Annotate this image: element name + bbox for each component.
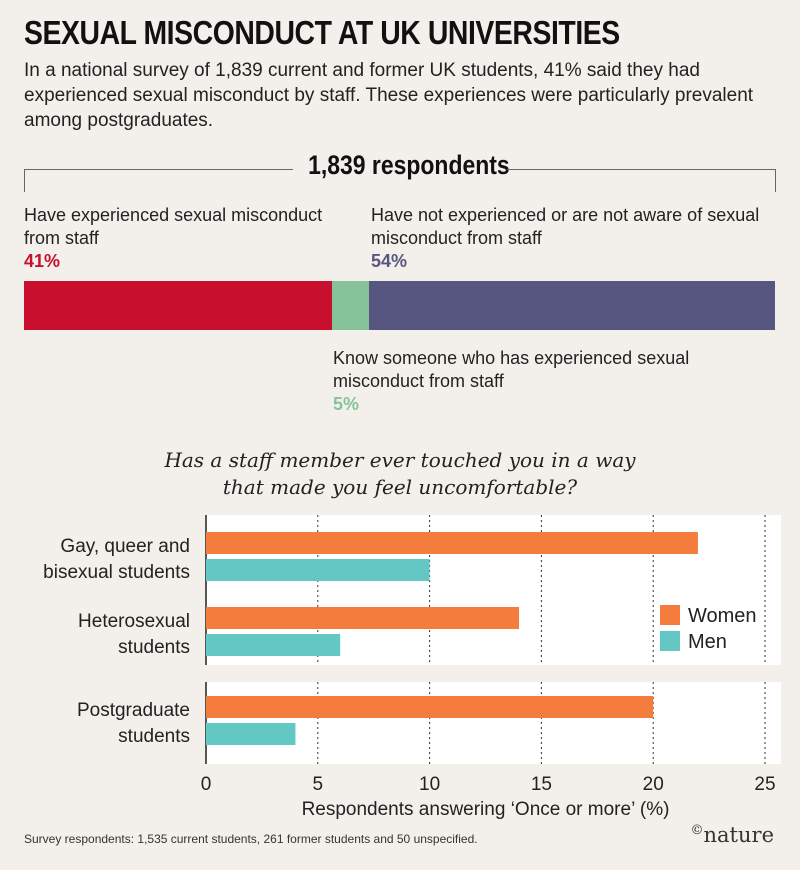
chart-subtitle: In a national survey of 1,839 current an… <box>24 60 754 131</box>
logo-text: nature <box>703 823 774 847</box>
nature-logo: ©nature <box>691 823 774 847</box>
chart-title: SEXUAL MISCONDUCT AT UK UNIVERSITIES <box>24 14 620 51</box>
segment-label-not-experienced: Have not experienced or are not aware of… <box>371 204 771 273</box>
segment-text-know-someone: Know someone who has experienced sexual … <box>333 348 690 391</box>
group-label-3-line-2: students <box>118 726 190 747</box>
stack-segment-not-experienced <box>369 281 775 330</box>
stack-segment-know-someone <box>331 281 370 330</box>
question-line-2: that made you feel uncomfortable? <box>222 475 578 499</box>
legend-label-men: Men <box>688 631 727 653</box>
group-label-3-line-1: Postgraduate <box>77 700 190 721</box>
legend-label-women: Women <box>688 605 757 627</box>
footer-note: Survey respondents: 1,535 current studen… <box>24 832 478 846</box>
x-tick-label-0: 0 <box>201 774 212 795</box>
legend-swatch-men <box>660 631 680 651</box>
bar-men-2 <box>206 634 341 656</box>
group-label-2-line-2: students <box>118 637 190 658</box>
x-axis-label: Respondents answering ‘Once or more’ (%) <box>302 799 670 820</box>
respondents-label: 1,839 respondents <box>308 150 510 180</box>
panel-background-2 <box>206 682 781 764</box>
question-line-1: Has a staff member ever touched you in a… <box>164 448 636 472</box>
stack-segment-experienced <box>24 281 332 330</box>
bar-men-3 <box>206 723 296 745</box>
segment-label-experienced: Have experienced sexual misconduct from … <box>24 204 324 273</box>
respondents-bracket-left <box>24 169 293 192</box>
x-tick-label-5: 5 <box>313 774 324 795</box>
x-tick-label-15: 15 <box>531 774 552 795</box>
bar-women-2 <box>206 607 520 629</box>
segment-pct-not-experienced: 54% <box>371 251 408 271</box>
stacked-bar <box>24 281 775 330</box>
respondents-bracket-right <box>507 169 776 192</box>
bar-men-1 <box>206 559 430 581</box>
group-label-1-line-1: Gay, queer and <box>60 536 190 557</box>
x-tick-label-20: 20 <box>643 774 664 795</box>
segment-pct-know-someone: 5% <box>333 394 360 414</box>
legend-swatch-women <box>660 605 680 625</box>
bar-chart: Gay, queer and bisexual students Heterosex… <box>43 515 781 820</box>
segment-text-not-experienced: Have not experienced or are not aware of… <box>371 205 760 248</box>
group-label-1-line-2: bisexual students <box>43 562 190 583</box>
x-tick-label-10: 10 <box>419 774 440 795</box>
segment-label-know-someone: Know someone who has experienced sexual … <box>333 347 733 416</box>
group-label-2-line-1: Heterosexual <box>78 611 190 632</box>
logo-mark: © <box>690 823 704 838</box>
segment-text-experienced: Have experienced sexual misconduct from … <box>24 205 323 248</box>
x-tick-label-25: 25 <box>754 774 775 795</box>
bar-women-1 <box>206 532 698 554</box>
bar-women-3 <box>206 696 654 718</box>
chart-question: Has a staff member ever touched you in a… <box>0 447 800 501</box>
segment-pct-experienced: 41% <box>24 251 61 271</box>
